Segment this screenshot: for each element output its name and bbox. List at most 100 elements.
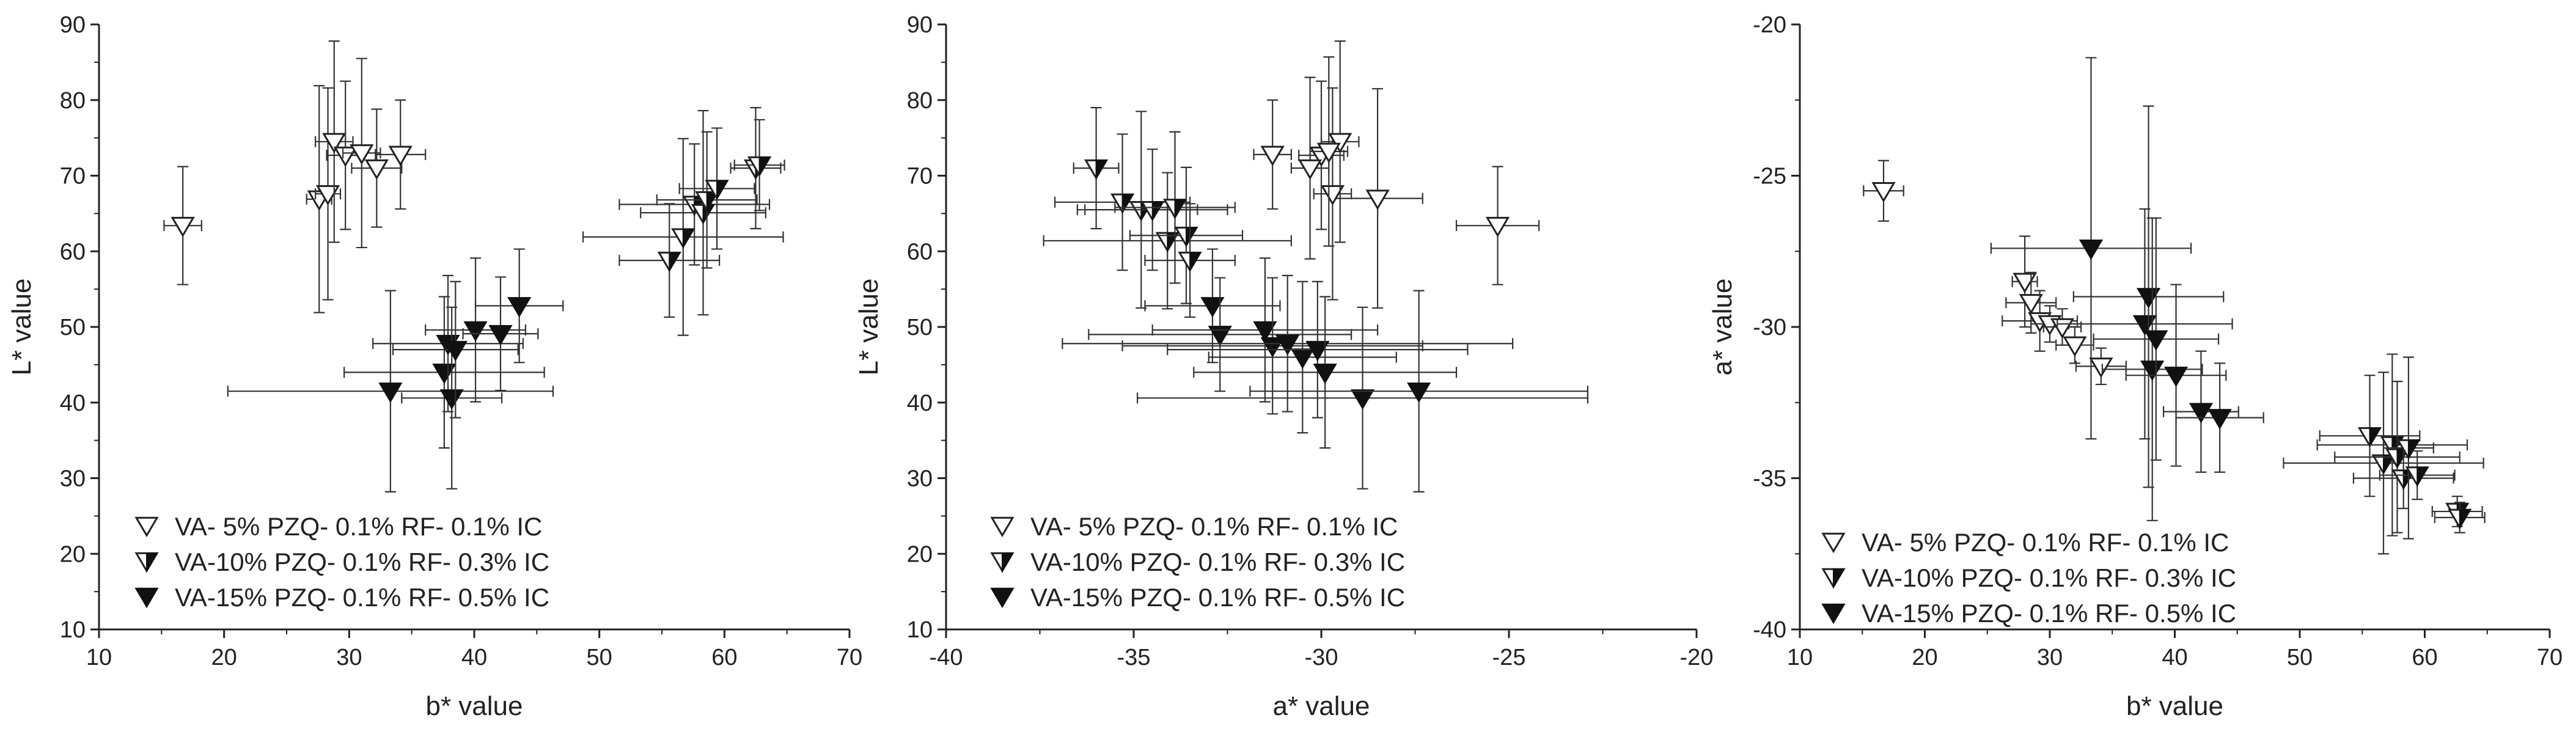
legend-label: VA-10% PZQ- 0.1% RF- 0.3% IC [1862, 563, 2236, 592]
x-tick-label: 20 [1912, 645, 1937, 670]
legend-label: VA-15% PZQ- 0.1% RF- 0.5% IC [175, 583, 549, 612]
x-tick-label: 50 [587, 645, 612, 670]
legend-label: VA- 5% PZQ- 0.1% RF- 0.1% IC [1862, 528, 2229, 557]
legend-marker [1821, 532, 1846, 554]
data-point [2132, 315, 2157, 336]
data-point [2207, 409, 2232, 430]
marker-fill [682, 228, 695, 249]
data-point [378, 382, 403, 403]
data-point [1407, 382, 1431, 403]
x-tick-label: 40 [461, 645, 487, 670]
series-2 [1043, 107, 1292, 318]
y-tick-label: 40 [60, 391, 86, 416]
marker-fill [2416, 466, 2429, 488]
data-point [1313, 364, 1337, 384]
data-point [1297, 159, 1323, 180]
data-point [1155, 232, 1180, 253]
data-point [2357, 427, 2382, 449]
data-point [2089, 358, 2113, 378]
marker-fill [146, 552, 158, 573]
y-tick-label: 30 [60, 466, 86, 492]
legend-marker [990, 516, 1015, 538]
data-point [2405, 466, 2429, 488]
data-point [1316, 142, 1341, 164]
x-tick-label: 40 [2162, 645, 2187, 670]
x-tick-label: 60 [711, 645, 737, 670]
marker-fill [706, 191, 719, 212]
marker-fill [669, 252, 681, 273]
data-point [1253, 321, 1277, 342]
y-axis-title: L* value [854, 278, 884, 375]
series-3 [1062, 248, 1589, 493]
x-tick-label: 50 [2287, 645, 2313, 670]
y-tick-label: 70 [907, 164, 933, 189]
data-point [2050, 318, 2075, 339]
legend-label: VA- 5% PZQ- 0.1% RF- 0.1% IC [175, 512, 542, 541]
data-point [1260, 145, 1285, 166]
x-tick-label: -30 [1305, 645, 1338, 670]
marker-fill [716, 180, 728, 201]
data-point [1208, 326, 1232, 346]
legend-label: VA-15% PZQ- 0.1% RF- 0.5% IC [1862, 599, 2236, 628]
data-point [1260, 337, 1285, 358]
legend-label: VA-10% PZQ- 0.1% RF- 0.3% IC [175, 548, 549, 576]
y-tick-label: 20 [60, 541, 86, 567]
y-tick-label: 80 [907, 88, 933, 114]
data-point [171, 216, 195, 238]
data-point [1365, 189, 1390, 210]
legend: VA- 5% PZQ- 0.1% RF- 0.1% IC VA-10% PZQ- … [1821, 528, 2236, 628]
series-1 [1253, 40, 1540, 309]
y-axis-title: a* value [1708, 278, 1738, 375]
data-point [350, 144, 374, 165]
legend-marker [1821, 603, 1846, 625]
y-tick-label: -40 [1753, 617, 1786, 643]
y-tick-label: 10 [60, 617, 86, 643]
y-tick-label: 60 [60, 239, 86, 265]
data-point [364, 159, 389, 180]
data-point [1350, 389, 1375, 410]
data-point [1178, 251, 1202, 273]
data-point [2371, 454, 2396, 475]
data-point [463, 321, 488, 342]
legend-marker [1821, 568, 1846, 589]
data-point [2163, 366, 2189, 387]
data-point [1162, 199, 1187, 220]
marker-fill [1095, 160, 1108, 180]
y-tick-label: 70 [60, 164, 86, 189]
y-tick-label: 10 [907, 617, 933, 643]
marker-fill [1002, 552, 1014, 573]
series-2 [582, 107, 785, 336]
series-1 [1863, 160, 2127, 386]
data-point [1305, 340, 1330, 362]
data-point [2019, 294, 2043, 315]
x-tick-label: 20 [211, 645, 237, 670]
x-axis-title: b* value [425, 691, 523, 721]
chart-panel-2: -40 -35 -30 -25 -20 10 20 30 40 50 60 70 80 90 a* valu… [854, 12, 1713, 721]
data-point [315, 185, 340, 206]
x-tick-label: 10 [86, 645, 112, 670]
data-point [747, 156, 772, 177]
y-tick-label: -35 [1753, 466, 1786, 492]
y-tick-label: 90 [60, 12, 86, 38]
y-axis-title: L* value [7, 278, 37, 375]
data-point [1320, 185, 1345, 206]
chart-panel-3: 10 20 30 40 50 60 70 -40 -35 -30 -25 -20 b* value a* … [1708, 12, 2563, 721]
y-tick-label: 40 [907, 391, 933, 416]
y-tick-label: -25 [1753, 164, 1786, 189]
series-1 [163, 40, 427, 314]
legend-label: VA-10% PZQ- 0.1% RF- 0.3% IC [1030, 548, 1405, 576]
x-tick-label: 70 [837, 645, 862, 670]
data-point [2140, 361, 2165, 381]
marker-fill [2369, 427, 2382, 449]
data-point [1084, 159, 1109, 180]
marker-fill [1833, 568, 1845, 589]
x-axis-title: b* value [2126, 691, 2223, 721]
data-point [439, 389, 464, 410]
marker-fill [1189, 252, 1202, 273]
legend-label: VA- 5% PZQ- 0.1% RF- 0.1% IC [1030, 512, 1398, 541]
data-point [488, 324, 513, 346]
x-tick-label: -25 [1492, 645, 1526, 670]
x-axis-title: a* value [1272, 691, 1370, 721]
x-tick-label: -20 [1680, 645, 1714, 670]
